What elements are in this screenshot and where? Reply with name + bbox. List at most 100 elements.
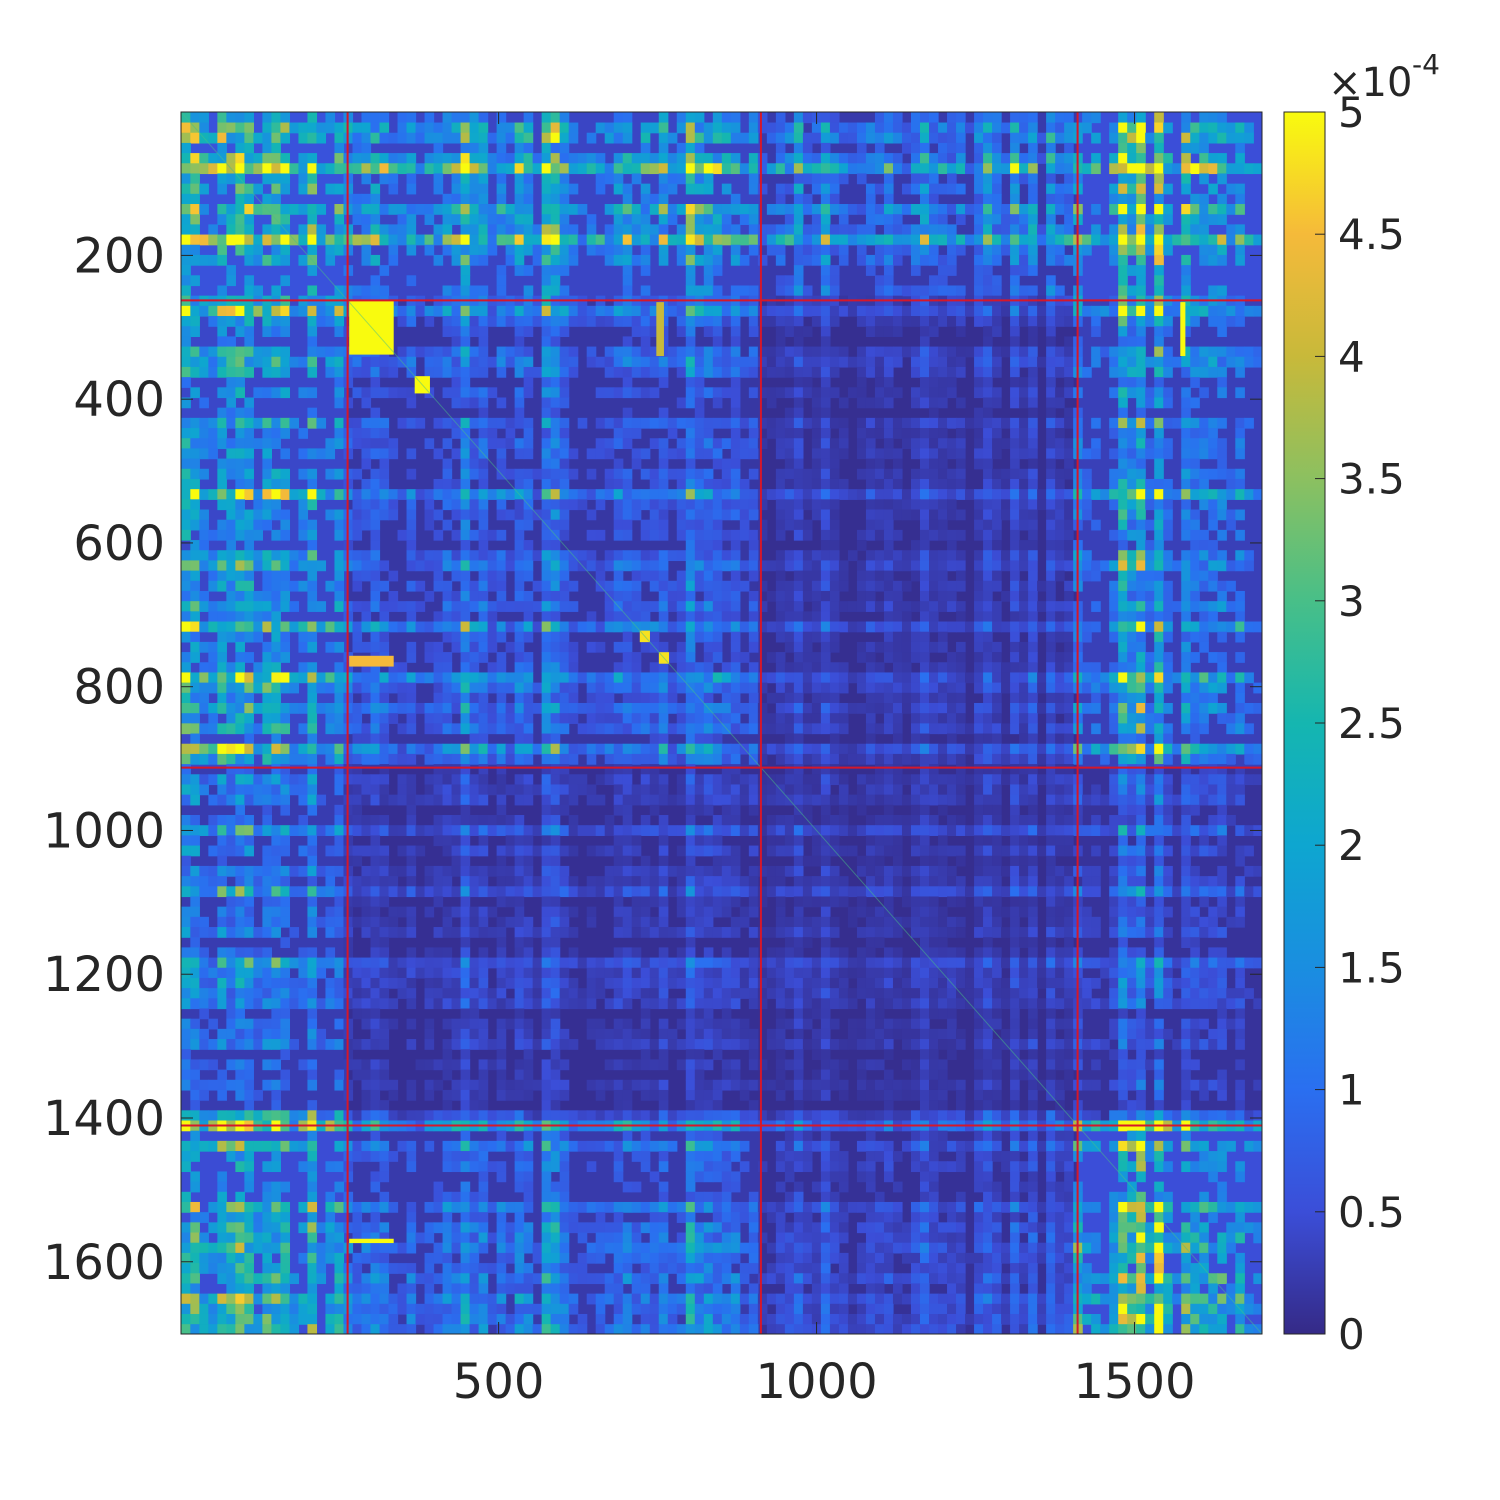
- heatmap-cell: [992, 621, 1002, 633]
- heatmap-cell: [1118, 662, 1128, 674]
- heatmap-cell: [856, 132, 867, 144]
- heatmap-cell: [730, 458, 741, 470]
- heatmap-cell: [631, 173, 642, 185]
- heatmap-cell: [910, 468, 921, 480]
- heatmap-cell: [361, 417, 372, 429]
- heatmap-cell: [199, 560, 209, 572]
- heatmap-cell: [730, 417, 741, 429]
- heatmap-cell: [307, 316, 318, 327]
- heatmap-cell: [271, 316, 282, 327]
- heatmap-cell: [820, 346, 831, 358]
- heatmap-cell: [433, 173, 444, 185]
- heatmap-cell: [811, 183, 822, 195]
- heatmap-cell: [280, 590, 291, 602]
- heatmap-cell: [856, 234, 867, 246]
- heatmap-cell: [208, 570, 218, 582]
- heatmap-cell: [1010, 265, 1020, 276]
- heatmap-cell: [514, 366, 525, 378]
- heatmap-cell: [199, 163, 209, 175]
- heatmap-cell: [1001, 438, 1011, 450]
- heatmap-cell: [451, 590, 462, 602]
- heatmap-cell: [1091, 601, 1101, 612]
- heatmap-cell: [947, 204, 957, 215]
- heatmap-cell: [820, 112, 831, 124]
- heatmap-cell: [956, 448, 966, 460]
- heatmap-cell: [1190, 631, 1200, 643]
- heatmap-cell: [235, 489, 245, 500]
- heatmap-cell: [874, 417, 885, 429]
- heatmap-cell: [892, 316, 903, 327]
- heatmap-cell: [550, 570, 561, 582]
- heatmap-cell: [226, 132, 236, 144]
- heatmap-cell: [685, 499, 696, 511]
- heatmap-cell: [541, 560, 552, 572]
- heatmap-cell: [1118, 478, 1128, 490]
- heatmap-cell: [920, 621, 930, 633]
- heatmap-cell: [811, 682, 822, 694]
- heatmap-cell: [1118, 509, 1128, 521]
- heatmap-cell: [658, 193, 669, 205]
- heatmap-cell: [1253, 621, 1262, 633]
- heatmap-cell: [298, 621, 309, 633]
- heatmap-cell: [938, 387, 948, 399]
- heatmap-cell: [929, 489, 939, 500]
- heatmap-cell: [739, 438, 750, 450]
- heatmap-cell: [938, 438, 948, 450]
- heatmap-cell: [721, 478, 732, 490]
- heatmap-cell: [217, 682, 227, 694]
- heatmap-cell: [712, 611, 723, 623]
- heatmap-cell: [181, 336, 191, 348]
- heatmap-cell: [865, 621, 876, 633]
- heatmap-cell: [622, 265, 633, 276]
- heatmap-cell: [1109, 254, 1119, 266]
- heatmap-cell: [1235, 387, 1245, 399]
- heatmap-cell: [1046, 570, 1056, 582]
- heatmap-cell: [190, 163, 200, 175]
- heatmap-cell: [244, 570, 254, 582]
- heatmap-cell: [406, 173, 417, 185]
- heatmap-cell: [199, 417, 209, 429]
- heatmap-cell: [226, 204, 236, 215]
- heatmap-cell: [613, 224, 624, 236]
- heatmap-cell: [1109, 631, 1119, 643]
- heatmap-cell: [712, 132, 723, 144]
- heatmap-cell: [235, 550, 245, 562]
- heatmap-cell: [181, 173, 191, 185]
- heatmap-cell: [983, 275, 993, 287]
- heatmap-cell: [793, 265, 804, 276]
- heatmap-cell: [1028, 316, 1038, 327]
- heatmap-cell: [280, 244, 291, 256]
- heatmap-cell: [586, 509, 597, 521]
- heatmap-cell: [478, 570, 489, 582]
- heatmap-cell: [559, 631, 570, 643]
- heatmap-cell: [1091, 316, 1101, 327]
- heatmap-cell: [505, 489, 516, 500]
- heatmap-cell: [496, 366, 507, 378]
- heatmap-cell: [730, 478, 741, 490]
- heatmap-cell: [1055, 682, 1065, 694]
- heatmap-cell: [1028, 702, 1038, 714]
- heatmap-cell: [586, 468, 597, 480]
- heatmap-cell: [829, 590, 840, 602]
- heatmap-cell: [442, 163, 453, 175]
- heatmap-cell: [370, 509, 381, 521]
- heatmap-cell: [1136, 519, 1146, 531]
- heatmap-cell: [442, 560, 453, 572]
- heatmap-cell: [253, 183, 263, 195]
- heatmap-cell: [1046, 356, 1056, 368]
- heatmap-cell: [838, 621, 849, 633]
- heatmap-cell: [1181, 672, 1191, 684]
- heatmap-cell: [208, 601, 218, 612]
- heatmap-cell: [838, 702, 849, 714]
- heatmap-cell: [757, 417, 768, 429]
- heatmap-cell: [920, 631, 930, 643]
- heatmap-cell: [775, 254, 786, 266]
- heatmap-cell: [1109, 621, 1119, 633]
- heatmap-cell: [947, 387, 957, 399]
- heatmap-cell: [289, 702, 300, 714]
- heatmap-cell: [442, 468, 453, 480]
- heatmap-cell: [712, 601, 723, 612]
- heatmap-cell: [226, 489, 236, 500]
- heatmap-cell: [397, 234, 408, 246]
- heatmap-cell: [1199, 122, 1209, 134]
